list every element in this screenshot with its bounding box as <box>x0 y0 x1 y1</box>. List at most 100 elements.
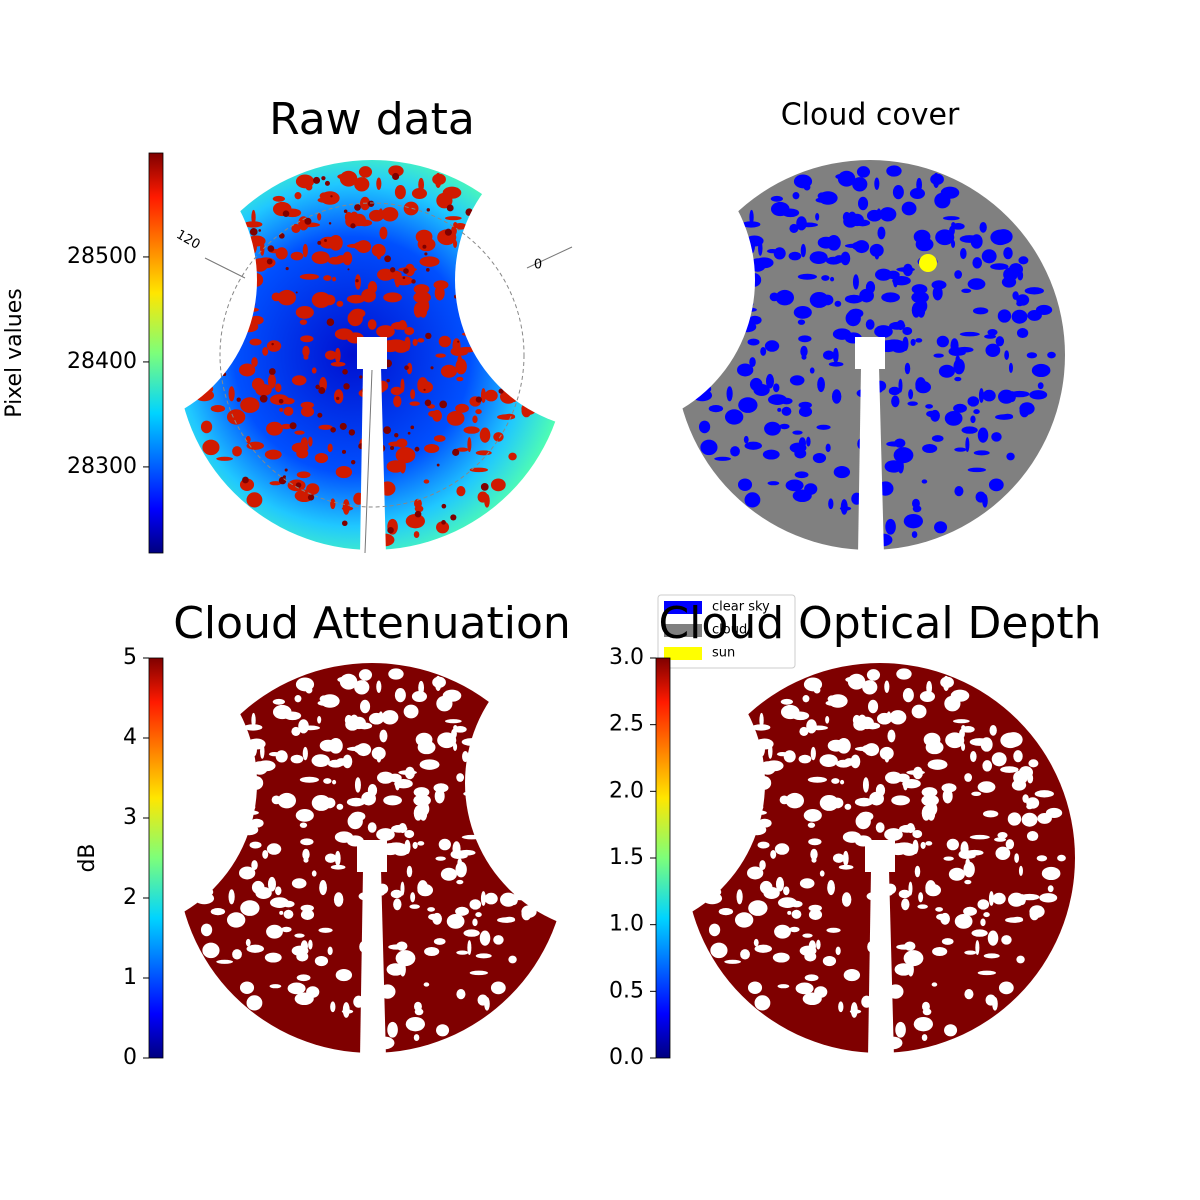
sky-blob <box>800 345 808 357</box>
sky-blob <box>269 984 282 989</box>
sky-blob <box>283 909 294 919</box>
sky-blob <box>737 363 754 377</box>
sky-blob <box>411 279 416 284</box>
sky-blob <box>291 442 309 454</box>
sky-blob <box>395 447 416 464</box>
sky-blob <box>954 376 962 382</box>
mask <box>868 870 894 1058</box>
sky-blob <box>264 952 282 963</box>
sky-blob <box>875 822 885 833</box>
sky-blob <box>228 889 235 905</box>
sky-blob <box>417 841 425 846</box>
sky-blob <box>831 389 842 404</box>
sky-blob <box>436 521 450 534</box>
sky-blob <box>434 285 445 301</box>
sky-blob <box>467 437 472 453</box>
sky-blob <box>413 787 430 798</box>
sky-blob <box>944 1024 958 1037</box>
sky-blob <box>291 223 301 233</box>
sky-blob <box>334 850 341 866</box>
sky-blob <box>1003 247 1013 260</box>
sky-blob <box>434 788 445 804</box>
sky-blob <box>970 750 977 763</box>
sky-blob <box>376 325 395 338</box>
sky-blob <box>1028 759 1039 768</box>
sky-blob <box>302 746 308 761</box>
sky-blob <box>970 415 976 424</box>
sky-blob <box>892 185 904 200</box>
direction-line <box>364 369 373 554</box>
sky-blob <box>398 823 407 834</box>
sky-blob <box>337 676 356 683</box>
sky-blob <box>402 276 406 280</box>
sky-blob <box>852 177 868 192</box>
sky-blob <box>444 228 452 236</box>
sky-blob <box>381 710 399 725</box>
tick-label: 2.0 <box>609 778 644 803</box>
mask <box>858 367 884 555</box>
sky-blob <box>202 942 220 959</box>
sky-blob <box>282 397 295 405</box>
sky-blob <box>490 478 506 492</box>
sky-blob <box>1007 812 1022 826</box>
sky-blob <box>710 942 728 959</box>
sky-blob <box>406 362 413 375</box>
sky-blob <box>853 718 868 731</box>
chart-title: Raw data <box>269 94 475 145</box>
sky-blob <box>810 848 818 860</box>
sky-blob <box>339 422 347 430</box>
sky-blob <box>294 430 305 435</box>
sky-blob <box>210 908 226 916</box>
sky-blob <box>788 251 802 261</box>
sky-blob <box>271 342 274 346</box>
sky-blob <box>383 292 402 303</box>
sky-blob <box>406 865 413 878</box>
sky-blob <box>300 838 314 846</box>
sky-blob <box>455 358 467 375</box>
sky-blob <box>990 229 1011 246</box>
sky-blob <box>738 397 758 413</box>
sky-blob <box>289 422 297 430</box>
sky-blob <box>992 997 998 1011</box>
sky-blob <box>808 909 823 920</box>
sky-blob <box>395 950 416 967</box>
mask <box>0 633 257 933</box>
sky-blob <box>915 338 923 343</box>
sky-blob <box>243 724 263 731</box>
sky-blob <box>909 187 926 199</box>
sky-blob <box>777 984 790 989</box>
tick-label: 1.0 <box>609 912 644 937</box>
sky-blob <box>826 235 841 251</box>
sky-blob <box>445 216 462 221</box>
sky-blob <box>793 174 813 189</box>
sky-blob <box>216 959 234 964</box>
sky-blob <box>1009 390 1030 398</box>
legend-label: cloud <box>712 623 747 638</box>
sky-blob <box>354 680 370 695</box>
sky-blob <box>990 263 1009 270</box>
sky-blob <box>828 361 844 367</box>
sky-blob <box>875 268 893 281</box>
sky-blob <box>453 222 458 228</box>
sky-blob <box>330 195 333 198</box>
sky-blob <box>475 953 492 959</box>
sky-blob <box>294 191 302 200</box>
sky-blob <box>414 446 420 452</box>
legend-label: sun <box>712 646 735 661</box>
sky-blob <box>855 813 871 830</box>
sky-blob <box>904 362 911 375</box>
sky-blob <box>328 235 343 251</box>
sky-blob <box>1031 363 1051 378</box>
sky-blob <box>405 513 425 529</box>
sky-blob <box>324 350 337 360</box>
sky-blob <box>210 405 226 413</box>
sky-blob <box>424 443 440 454</box>
sky-blob <box>359 375 363 379</box>
sky-blob <box>762 449 780 460</box>
sky-blob <box>228 386 235 402</box>
sky-blob <box>285 266 289 271</box>
sky-blob <box>840 779 845 785</box>
sky-blob <box>317 197 332 203</box>
